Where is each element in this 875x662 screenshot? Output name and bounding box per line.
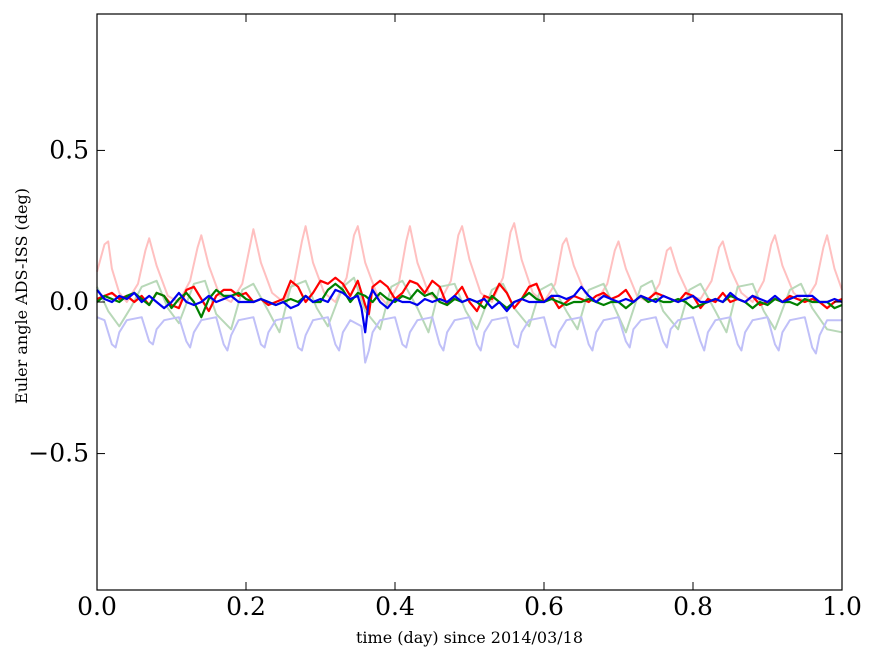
x-tick-label: 0.4	[375, 592, 415, 621]
y-tick-label: 0.0	[49, 287, 89, 316]
series-layer	[96, 222, 843, 364]
series-line-6	[96, 285, 843, 334]
y-tick-label: −0.5	[28, 439, 89, 468]
x-tick-label: 0.2	[226, 592, 266, 621]
series-line-2	[96, 276, 843, 334]
tick-layer: 0.0 0.2 0.4 0.6 0.8 1.0 −0.5 0.0 0.5	[28, 14, 862, 621]
x-axis-label: time (day) since 2014/03/18	[356, 628, 583, 647]
y-axis-label: Euler angle ADS-ISS (deg)	[12, 188, 31, 404]
x-tick-label: 0.8	[673, 592, 713, 621]
y-tick-label: 0.5	[49, 135, 89, 164]
series-line-3	[96, 316, 842, 364]
series-line-1	[96, 222, 843, 306]
x-tick-label: 0.0	[77, 592, 117, 621]
x-tick-label: 0.6	[524, 592, 564, 621]
x-tick-label: 1.0	[822, 592, 862, 621]
